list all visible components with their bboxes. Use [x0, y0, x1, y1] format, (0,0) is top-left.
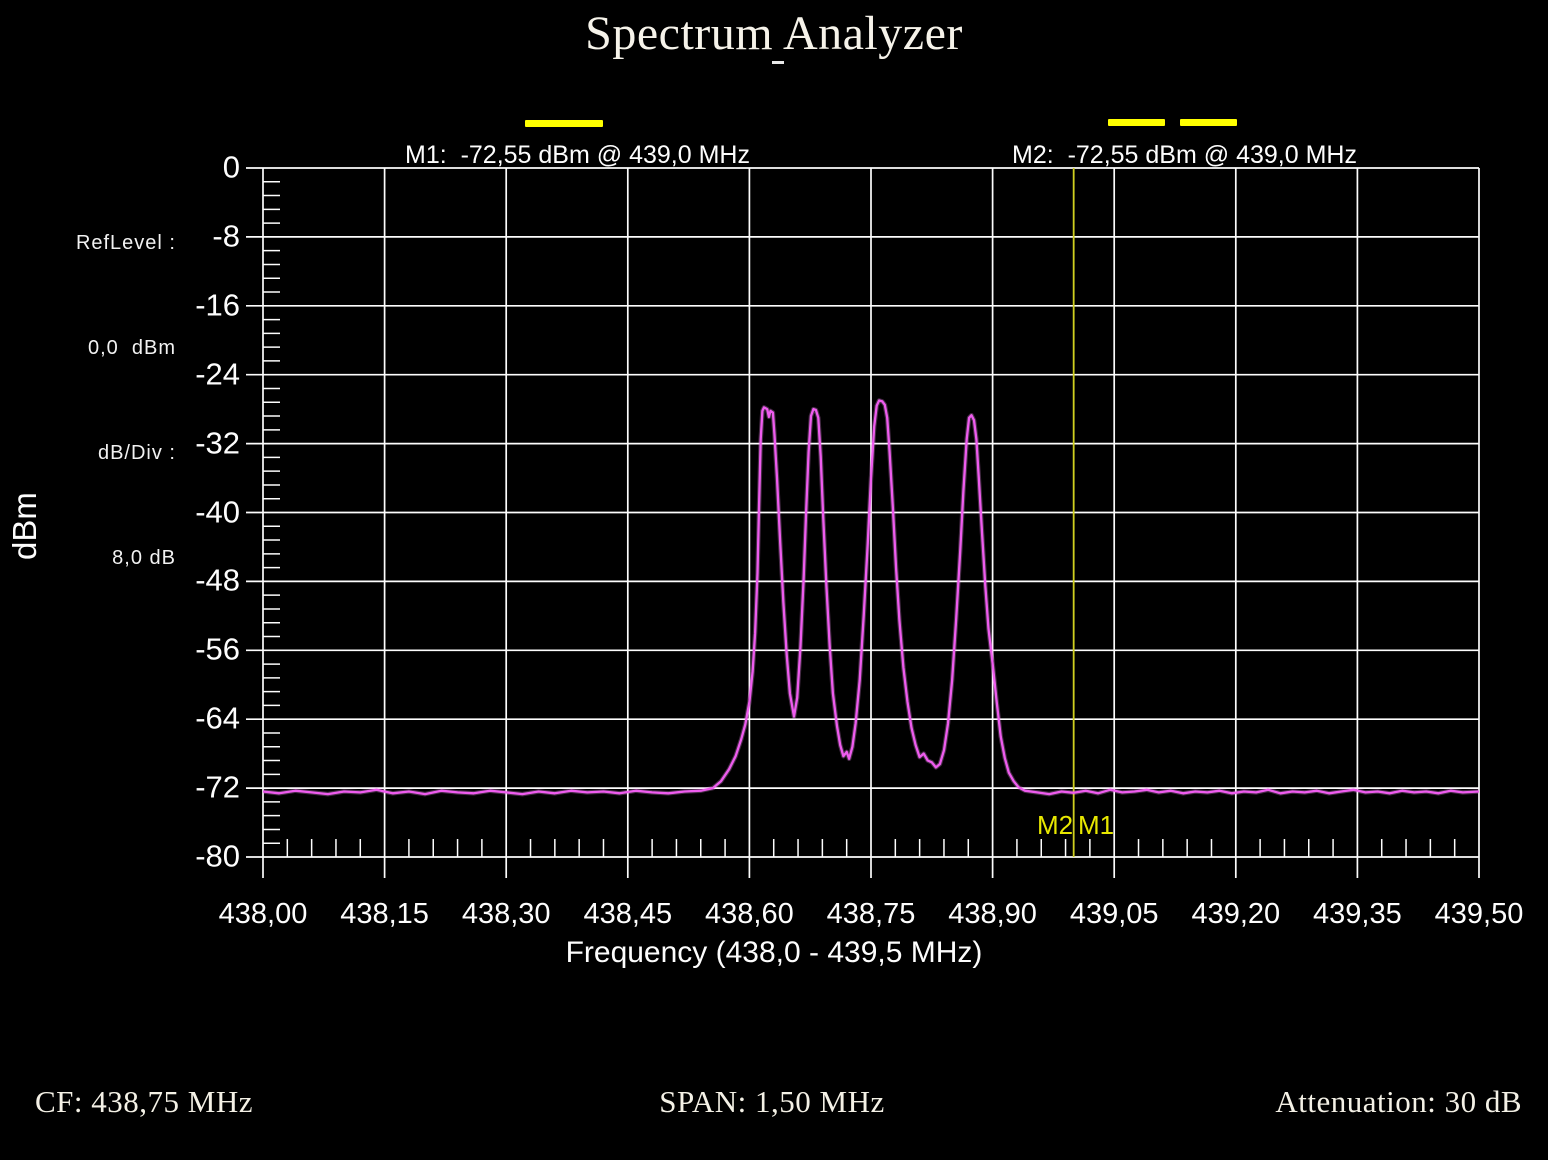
y-tick-label: -48	[195, 562, 240, 598]
attenuation-readout: Attenuation: 30 dB	[1275, 1084, 1522, 1119]
y-tick-label: -80	[195, 838, 240, 874]
marker-m1-readout: M1: -72,55 dBm @ 439,0 MHz	[405, 141, 750, 169]
x-tick-label: 439,50	[1434, 898, 1524, 930]
footer-left-column: CF: 438,75 MHz RBW: 10 kHz Date: 11/10/2…	[35, 1008, 267, 1160]
footer-center-column: SPAN: 1,50 MHz VBW: 100 Hz Time: 15:48:3…	[572, 1008, 972, 1160]
db-per-div-label: dB/Div :	[97, 442, 176, 464]
x-tick-label: 439,35	[1313, 898, 1402, 930]
ref-level-label: RefLevel :	[75, 232, 176, 254]
y-tick-label: -32	[195, 424, 240, 460]
y-tick-label: -24	[195, 355, 240, 391]
y-tick-label: 0	[222, 149, 240, 185]
y-tick-label: -64	[195, 700, 240, 736]
y-tick-label: -72	[195, 769, 240, 805]
cf-readout: CF: 438,75 MHz	[35, 1084, 253, 1119]
title-underscore-dash	[772, 61, 784, 64]
x-tick-label: 438,15	[340, 898, 429, 930]
x-tick-label: 439,20	[1191, 898, 1281, 930]
span-readout: SPAN: 1,50 MHz	[659, 1084, 885, 1119]
page-title: Spectrum Analyzer	[585, 7, 963, 60]
marker-indicator-bar	[1180, 119, 1237, 126]
marker-m2-readout: M2: -72,55 dBm @ 439,0 MHz	[1012, 141, 1357, 169]
x-tick-label: 438,00	[218, 898, 308, 930]
marker-m2-flag: M2	[1037, 810, 1074, 840]
footer-right-column: Attenuation: 30 dB Detection: Average	[1275, 1008, 1522, 1160]
db-per-div-value: 8,0 dB	[112, 547, 176, 569]
ref-level-value: 0,0 dBm	[87, 337, 176, 359]
marker-indicator-bar	[1108, 119, 1165, 126]
x-tick-label: 438,45	[583, 898, 673, 930]
x-axis-title: Frequency (438,0 - 439,5 MHz)	[565, 936, 983, 969]
x-tick-label: 438,30	[461, 898, 551, 930]
x-tick-label: 438,75	[826, 898, 916, 930]
x-tick-label: 439,05	[1069, 898, 1159, 930]
x-tick-label: 438,60	[705, 898, 794, 930]
marker-indicator-bar	[525, 120, 603, 127]
marker-m1-flag: M1	[1078, 810, 1115, 840]
y-tick-label: -16	[195, 287, 240, 323]
y-tick-label: -8	[212, 218, 240, 254]
trace	[262, 399, 1480, 796]
y-tick-label: -40	[195, 493, 240, 529]
y-tick-label: -56	[195, 631, 240, 667]
x-tick-label: 438,90	[948, 898, 1037, 930]
reference-level-panel: RefLevel : 0,0 dBm dB/Div : 8,0 dB	[40, 156, 176, 646]
